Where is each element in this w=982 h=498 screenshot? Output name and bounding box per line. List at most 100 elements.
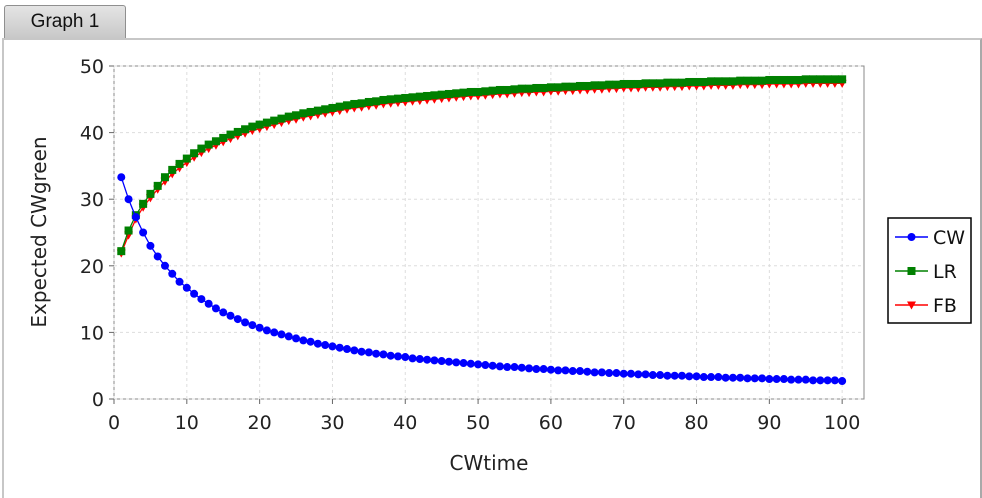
data-point-lr: [736, 76, 745, 85]
data-point-lr: [372, 97, 381, 106]
data-point-lr: [313, 106, 322, 115]
data-point-cw: [284, 332, 293, 341]
data-point-cw: [459, 359, 468, 368]
data-point-lr: [393, 94, 402, 103]
data-point-lr: [721, 77, 730, 86]
x-axis-label: CWtime: [450, 451, 529, 475]
data-point-lr: [117, 247, 126, 256]
data-point-cw: [692, 372, 701, 381]
data-point-lr: [350, 99, 359, 108]
series-layer: [116, 75, 847, 386]
data-point-cw: [175, 277, 184, 286]
x-tick-label: 10: [175, 412, 199, 434]
data-point-lr: [408, 93, 417, 102]
data-point-lr: [772, 75, 781, 84]
data-point-cw: [605, 369, 614, 378]
data-point-lr: [765, 75, 774, 84]
data-point-lr: [677, 78, 686, 87]
data-point-cw: [728, 373, 737, 382]
data-point-cw: [736, 373, 745, 382]
data-point-cw: [503, 363, 512, 372]
data-point-lr: [539, 83, 548, 92]
data-point-lr: [241, 125, 250, 134]
data-point-cw: [372, 349, 381, 358]
tab-graph-1[interactable]: Graph 1: [4, 5, 126, 38]
data-point-cw: [488, 361, 497, 370]
data-point-lr: [685, 77, 694, 86]
data-point-lr: [517, 84, 526, 93]
data-point-cw: [444, 357, 453, 366]
legend-marker-cw: [907, 233, 916, 241]
data-point-cw: [277, 330, 286, 339]
data-point-cw: [641, 370, 650, 379]
data-point-lr: [226, 130, 235, 139]
data-point-cw: [809, 376, 818, 385]
data-point-lr: [590, 81, 599, 90]
x-tick-label: 0: [108, 412, 120, 434]
data-point-lr: [160, 173, 169, 182]
data-point-cw: [838, 377, 847, 386]
data-point-lr: [262, 118, 271, 127]
data-point-lr: [415, 92, 424, 101]
x-tick-label: 60: [539, 412, 563, 434]
data-point-lr: [728, 77, 737, 86]
data-point-cw: [787, 375, 796, 384]
data-point-lr: [153, 181, 162, 190]
data-point-lr: [270, 116, 279, 125]
data-point-lr: [335, 102, 344, 111]
y-axis-label: Expected CWgreen: [27, 136, 51, 327]
data-point-lr: [488, 86, 497, 95]
data-point-lr: [466, 87, 475, 96]
data-point-cw: [168, 269, 177, 278]
data-point-lr: [139, 199, 148, 208]
data-point-lr: [437, 90, 446, 99]
data-point-lr: [641, 79, 650, 88]
data-point-lr: [612, 80, 621, 89]
data-point-cw: [612, 369, 621, 378]
data-point-cw: [677, 371, 686, 380]
data-point-cw: [743, 374, 752, 383]
data-point-cw: [139, 228, 148, 237]
data-point-cw: [750, 374, 759, 383]
data-point-cw: [233, 315, 242, 324]
data-point-lr: [554, 83, 563, 92]
data-point-lr: [321, 105, 330, 114]
y-tick-label: 40: [80, 123, 104, 145]
data-point-cw: [357, 347, 366, 356]
data-point-lr: [401, 93, 410, 102]
data-point-lr: [583, 81, 592, 90]
data-point-cw: [765, 375, 774, 384]
y-tick-label: 20: [80, 256, 104, 278]
data-point-cw: [714, 373, 723, 382]
data-point-cw: [626, 369, 635, 378]
legend-label-fb: FB: [933, 295, 957, 317]
data-point-lr: [481, 87, 490, 96]
data-point-cw: [292, 334, 301, 343]
data-point-lr: [168, 165, 177, 174]
data-point-cw: [619, 369, 628, 378]
data-point-lr: [809, 75, 818, 84]
data-point-cw: [321, 341, 330, 350]
data-point-cw: [481, 361, 490, 370]
data-point-cw: [554, 366, 563, 375]
data-point-cw: [423, 355, 432, 364]
data-point-cw: [299, 336, 308, 345]
data-point-cw: [510, 363, 519, 372]
data-point-cw: [663, 371, 672, 380]
data-point-cw: [707, 373, 716, 382]
x-tick-label: 70: [612, 412, 636, 434]
data-point-lr: [248, 122, 257, 131]
data-point-lr: [714, 77, 723, 86]
data-point-cw: [590, 368, 599, 377]
data-point-cw: [328, 342, 337, 351]
data-point-cw: [583, 367, 592, 376]
data-point-cw: [306, 337, 315, 346]
data-point-lr: [605, 80, 614, 89]
data-point-lr: [284, 112, 293, 121]
data-point-lr: [146, 189, 155, 198]
data-point-cw: [343, 345, 352, 354]
x-tick-label: 80: [684, 412, 708, 434]
x-tick-label: 50: [466, 412, 490, 434]
data-point-cw: [539, 365, 548, 374]
data-point-lr: [357, 99, 366, 108]
